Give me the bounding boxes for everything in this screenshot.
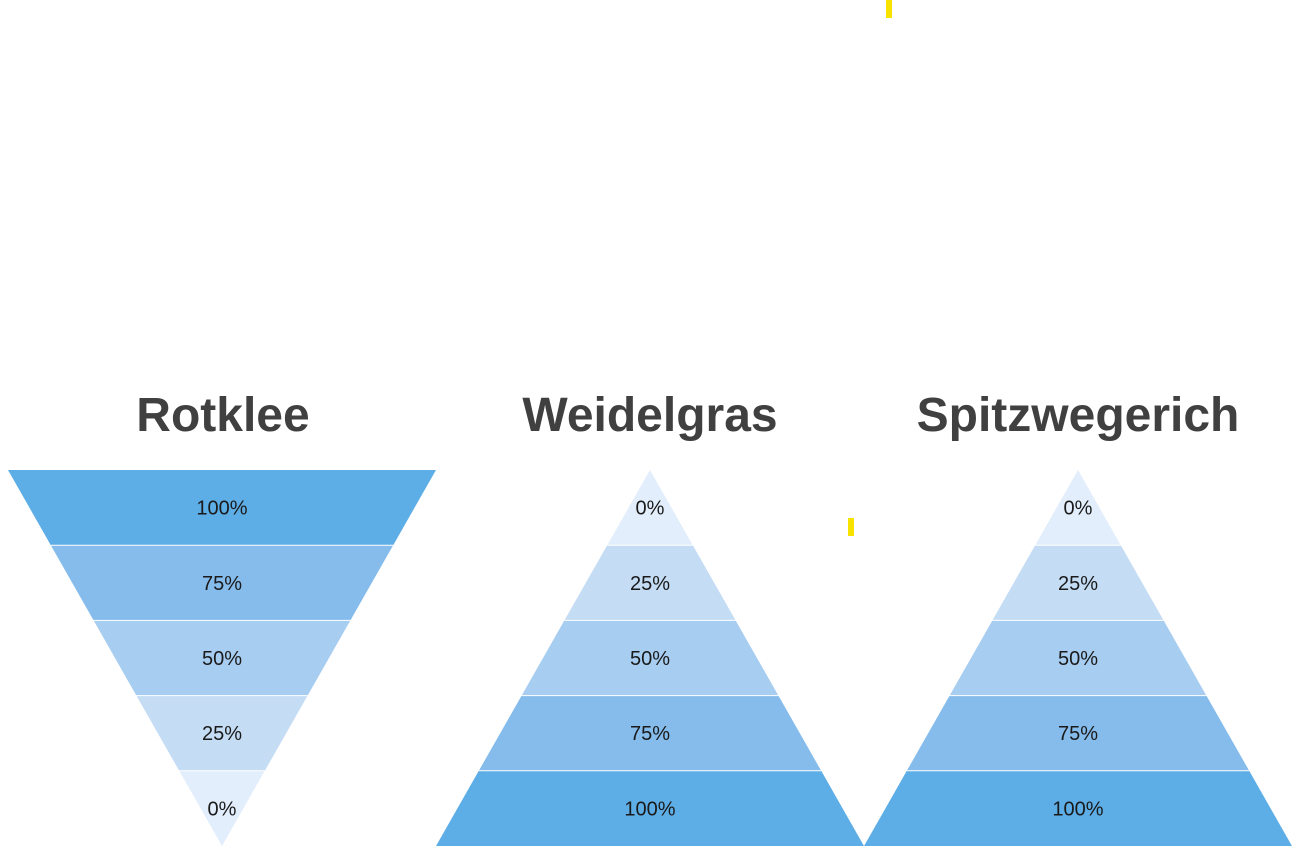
spitzwegerich-label-75: 75% [1058, 723, 1098, 745]
rotklee-label-0: 0% [208, 798, 237, 820]
weidelgras-label-75: 75% [630, 723, 670, 745]
spitzwegerich-band-25 [992, 545, 1164, 621]
rotklee-label-75: 75% [202, 573, 242, 595]
weidelgras-band-25 [564, 545, 736, 621]
rotklee-band-25 [136, 695, 308, 771]
rotklee-label-100: 100% [196, 498, 247, 520]
spitzwegerich-pyramid: 0% 25% 50% 75% 100% [864, 470, 1292, 846]
rotklee-band-0 [179, 770, 265, 846]
spitzwegerich-band-100 [864, 770, 1292, 846]
weidelgras-band-50 [521, 620, 779, 696]
weidelgras-label-50: 50% [630, 648, 670, 670]
spitzwegerich-label-0: 0% [1064, 498, 1093, 520]
weidelgras-label-0: 0% [636, 498, 665, 520]
rotklee-label-25: 25% [202, 723, 242, 745]
spitzwegerich-label-25: 25% [1058, 573, 1098, 595]
weidelgras-label-100: 100% [624, 798, 675, 820]
spitzwegerich-band-75 [906, 695, 1250, 771]
weidelgras-label-25: 25% [630, 573, 670, 595]
rotklee-pyramid: 100% 75% 50% 25% 0% [8, 470, 436, 846]
yellow-marker-middle [848, 518, 854, 536]
spitzwegerich-band-50 [949, 620, 1207, 696]
rotklee-title: Rotklee [136, 389, 310, 442]
weidelgras-band-100 [436, 770, 864, 846]
weidelgras-band-75 [478, 695, 822, 771]
spitzwegerich-label-100: 100% [1052, 798, 1103, 820]
rotklee-band-100 [8, 470, 436, 546]
spitzwegerich-band-0 [1035, 470, 1121, 546]
weidelgras-band-0 [607, 470, 693, 546]
rotklee-band-75 [50, 545, 394, 621]
spitzwegerich-label-50: 50% [1058, 648, 1098, 670]
spitzwegerich-title: Spitzwegerich [916, 389, 1240, 442]
rotklee-label-50: 50% [202, 648, 242, 670]
yellow-marker-top [886, 0, 892, 18]
weidelgras-pyramid: 0% 25% 50% 75% 100% [436, 470, 864, 846]
weidelgras-title: Weidelgras [522, 389, 778, 442]
rotklee-band-50 [93, 620, 351, 696]
